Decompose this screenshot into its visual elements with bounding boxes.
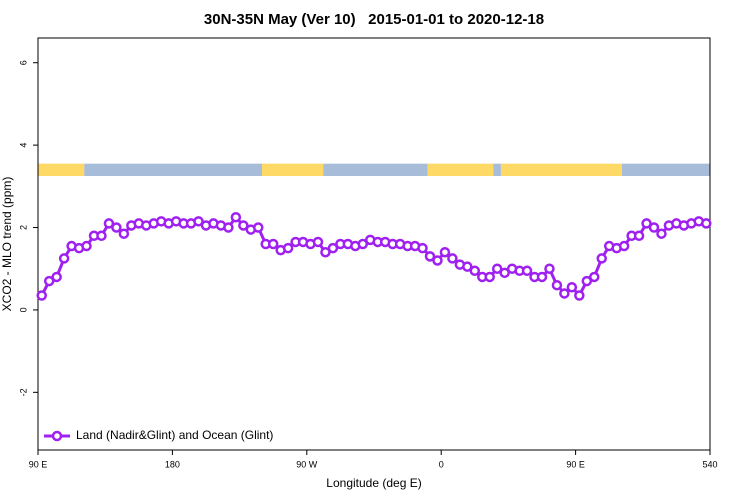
data-point <box>267 238 279 250</box>
data-point <box>253 222 264 233</box>
data-point <box>96 230 107 242</box>
data-point <box>81 240 92 252</box>
data-point <box>439 246 451 258</box>
data-point <box>551 279 563 291</box>
data-point <box>447 253 458 264</box>
x-tick-label: 180 <box>165 459 180 469</box>
data-point <box>282 242 294 254</box>
y-axis-label: XCO2 - MLO trend (ppm) <box>0 177 14 312</box>
surface-segment <box>262 163 324 177</box>
data-point <box>223 222 234 233</box>
x-tick-label: 90 E <box>29 459 48 469</box>
data-point <box>484 271 495 283</box>
plot-frame <box>37 37 711 451</box>
data-point <box>230 211 242 223</box>
data-point <box>633 230 645 242</box>
data-point <box>103 218 115 229</box>
legend-text: Land (Nadir&Glint) and Ocean (Glint) <box>76 428 273 442</box>
data-point <box>432 255 443 266</box>
x-axis-label: Longitude (deg E) <box>326 476 421 490</box>
data-point <box>469 265 481 277</box>
data-point <box>491 263 503 274</box>
data-point <box>499 267 510 279</box>
y-tick-label: 0 <box>18 307 28 312</box>
data-point <box>193 216 204 227</box>
data-point <box>118 228 130 239</box>
data-point <box>327 242 339 254</box>
surface-segment <box>621 163 710 177</box>
x-tick-label: 0 <box>439 459 444 469</box>
surface-segment <box>493 163 501 177</box>
data-point <box>51 271 62 283</box>
data-point <box>111 222 122 233</box>
data-point <box>701 218 712 229</box>
x-tick-label: 90 E <box>566 459 585 469</box>
data-point <box>320 246 331 258</box>
data-point <box>559 288 570 299</box>
data-point <box>596 253 607 264</box>
data-point <box>589 271 600 283</box>
data-point <box>648 222 660 233</box>
data-point <box>238 220 249 231</box>
data-point <box>462 261 473 272</box>
data-point <box>544 263 555 274</box>
surface-segment <box>84 163 262 177</box>
x-tick-label: 90 W <box>296 459 318 469</box>
legend-marker <box>51 430 63 442</box>
surface-segment <box>38 163 85 177</box>
data-point <box>357 238 369 250</box>
surface-segment <box>427 163 494 177</box>
y-tick-label: 6 <box>18 60 28 65</box>
data-point <box>566 282 578 293</box>
data-point <box>641 218 652 229</box>
surface-segment <box>323 163 428 177</box>
x-tick-label: 540 <box>702 459 717 469</box>
chart-title: 30N-35N May (Ver 10) 2015-01-01 to 2020-… <box>204 11 544 28</box>
surface-segment <box>500 163 622 177</box>
data-point <box>618 240 630 252</box>
data-point <box>43 275 55 287</box>
y-tick-label: 4 <box>18 143 28 148</box>
data-point <box>417 242 428 254</box>
data-point <box>424 251 436 262</box>
data-point <box>521 265 533 277</box>
data-point <box>536 271 548 283</box>
data-point <box>312 236 324 248</box>
data-point <box>581 275 593 287</box>
data-point <box>574 290 585 301</box>
data-point <box>656 228 667 239</box>
data-point <box>36 290 47 301</box>
series-line <box>40 214 707 299</box>
data-point <box>58 253 70 264</box>
y-tick-label: 2 <box>18 225 28 230</box>
y-tick-label: -2 <box>18 388 28 396</box>
